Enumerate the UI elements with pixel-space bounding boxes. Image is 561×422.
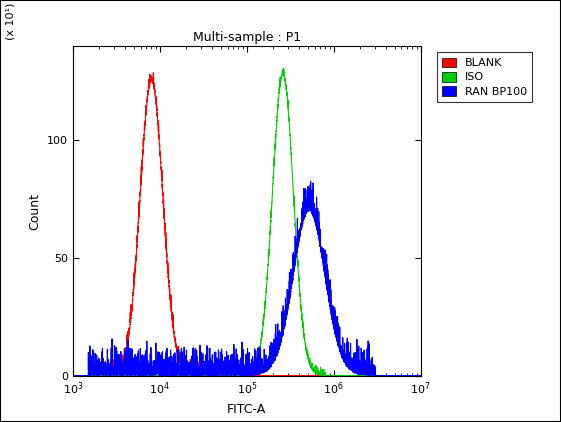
Legend: BLANK, ISO, RAN BP100: BLANK, ISO, RAN BP100 — [437, 52, 532, 102]
Title: Multi-sample : P1: Multi-sample : P1 — [193, 31, 301, 44]
Y-axis label: Count: Count — [29, 192, 42, 230]
X-axis label: FITC-A: FITC-A — [227, 403, 266, 416]
Text: (x 10¹): (x 10¹) — [5, 3, 15, 40]
